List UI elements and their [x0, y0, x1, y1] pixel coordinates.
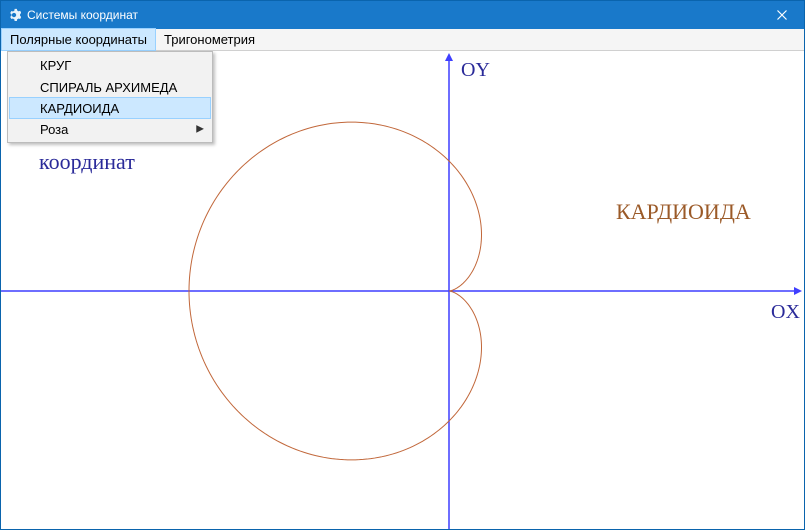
label-oy: OY	[461, 59, 490, 82]
titlebar: Системы координат	[1, 1, 804, 29]
close-icon	[777, 10, 787, 20]
dd-item-label: КРУГ	[40, 58, 71, 73]
label-left: координат	[39, 149, 135, 175]
chevron-right-icon: ▶	[196, 124, 204, 135]
close-button[interactable]	[760, 1, 804, 29]
dd-item-rose[interactable]: Роза ▶	[10, 118, 210, 140]
menu-polar[interactable]: Полярные координаты	[1, 28, 156, 51]
dd-item-label: Роза	[40, 122, 68, 137]
dd-item-spiral[interactable]: СПИРАЛЬ АРХИМЕДА	[10, 76, 210, 98]
gear-icon	[7, 8, 21, 22]
menubar: Полярные координаты Тригонометрия КРУГ С…	[1, 29, 804, 51]
label-ox: OX	[771, 301, 800, 324]
dd-item-cardioid[interactable]: КАРДИОИДА	[9, 97, 211, 119]
window-title: Системы координат	[27, 8, 760, 22]
menu-trig[interactable]: Тригонометрия	[156, 29, 263, 50]
dd-item-label: КАРДИОИДА	[40, 101, 119, 116]
dd-item-circle[interactable]: КРУГ	[10, 54, 210, 76]
dropdown-polar: КРУГ СПИРАЛЬ АРХИМЕДА КАРДИОИДА Роза ▶	[7, 51, 213, 143]
dd-item-label: СПИРАЛЬ АРХИМЕДА	[40, 80, 177, 95]
label-right: КАРДИОИДА	[616, 199, 751, 225]
